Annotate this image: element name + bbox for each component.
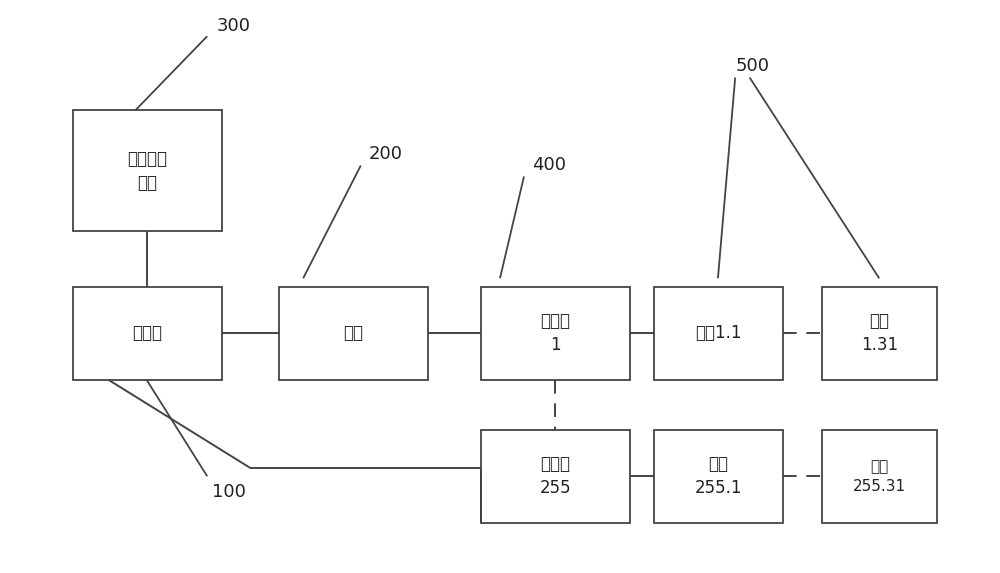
Text: 转发器
1: 转发器 1 (540, 312, 570, 354)
Bar (654, 286, 783, 380)
Text: 风机
1.31: 风机 1.31 (861, 312, 898, 354)
Text: 500: 500 (735, 57, 769, 74)
Text: 风机1.1: 风机1.1 (695, 324, 742, 342)
Bar (73, 111, 222, 231)
Bar (279, 286, 428, 380)
Text: 转发器
255: 转发器 255 (539, 456, 571, 497)
Bar (822, 286, 937, 380)
Text: 100: 100 (212, 483, 246, 501)
Text: 风机
255.1: 风机 255.1 (695, 456, 742, 497)
Text: 风机
255.31: 风机 255.31 (853, 459, 906, 494)
Bar (481, 430, 630, 523)
Text: 200: 200 (368, 145, 402, 163)
Bar (481, 286, 630, 380)
Bar (654, 430, 783, 523)
Text: 控制器: 控制器 (132, 324, 162, 342)
Text: 400: 400 (532, 156, 566, 174)
Text: 网关: 网关 (344, 324, 364, 342)
Text: 300: 300 (217, 17, 251, 34)
Text: 协议处理
单元: 协议处理 单元 (127, 150, 167, 192)
Bar (822, 430, 937, 523)
Bar (73, 286, 222, 380)
